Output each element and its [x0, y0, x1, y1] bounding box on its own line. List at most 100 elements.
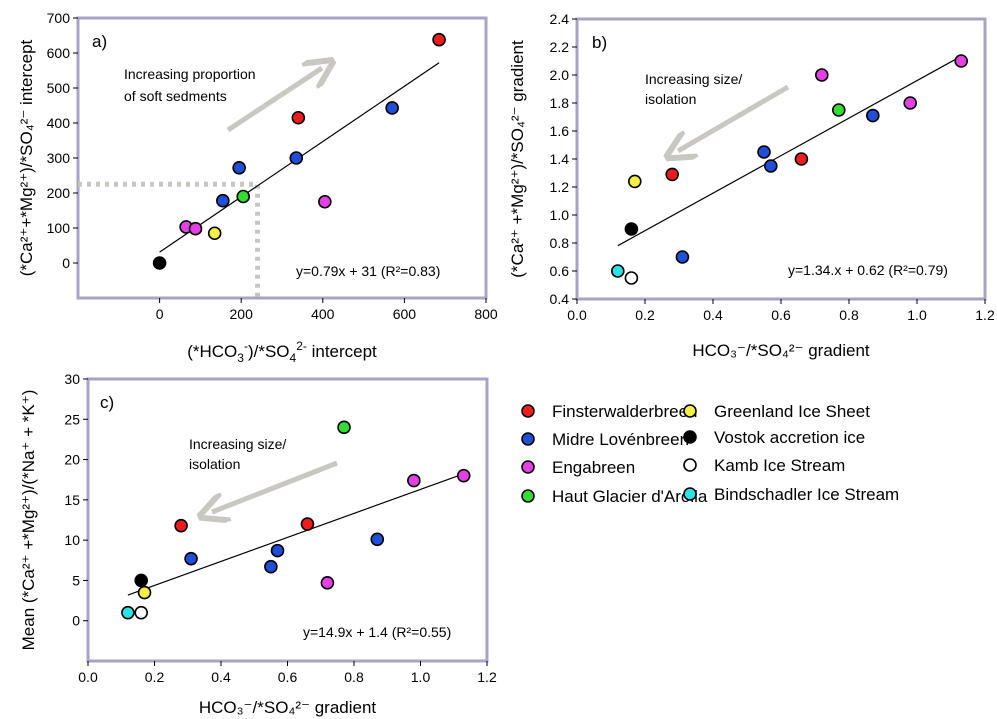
y-tick-label: 0	[62, 255, 70, 271]
data-point	[216, 193, 230, 208]
regression-equation: y=1.34.x + 0.62 (R²=0.79)	[788, 262, 948, 278]
x-tick-label: 400	[311, 306, 335, 322]
y-tick-label: 200	[47, 185, 71, 201]
x-tick-label: 0.4	[211, 669, 231, 685]
data-point	[370, 532, 385, 547]
data-point	[675, 250, 690, 264]
legend: Finsterwalderbreen Midre Lovénbreen Engabr…	[521, 402, 899, 506]
x-tick-label: 1.0	[411, 669, 431, 685]
x-tick-label: 600	[393, 306, 417, 322]
x-tick-label: 0.2	[635, 307, 655, 323]
x-tick-label: 0.4	[703, 307, 723, 323]
data-point	[763, 159, 778, 173]
data-point	[432, 32, 446, 47]
y-tick-label: 1.8	[550, 95, 570, 111]
annotation-text: Increasing size/	[645, 71, 742, 87]
data-point	[236, 189, 251, 204]
y-tick-label: 1.2	[550, 179, 570, 195]
legend-marker	[521, 404, 535, 418]
x-tick-label: 0.2	[145, 669, 165, 685]
legend-marker	[521, 432, 535, 446]
x-tick-label: 1.2	[975, 307, 995, 323]
data-point	[903, 96, 918, 110]
y-tick-label: 20	[64, 452, 80, 468]
data-point	[184, 551, 198, 566]
legend-label: Bindschadler Ice Stream	[714, 485, 899, 504]
data-point	[954, 54, 969, 68]
plot-frame	[86, 377, 489, 663]
y-tick-label: 25	[64, 411, 80, 427]
data-point	[174, 518, 188, 533]
x-tick-label: 0.8	[344, 669, 364, 685]
y-tick-label: 0.4	[550, 291, 570, 307]
y-tick-label: 2.0	[550, 67, 570, 83]
y-tick-label: 1.0	[550, 207, 570, 223]
panel-b-chart: 0.0 0.2 0.4 0.6 0.8 1.0 1.2 0.4 0.6 0.8 1.0 1.2 1.4 1…	[508, 11, 995, 360]
data-point	[121, 605, 135, 620]
data-point	[300, 517, 315, 531]
panel-label: b)	[592, 33, 607, 52]
legend-marker	[683, 430, 697, 444]
data-point	[337, 420, 351, 435]
data-point	[794, 152, 809, 166]
x-axis-label: HCO₃⁻/*SO₄²⁻ gradient	[199, 698, 377, 717]
x-tick-label: 1.0	[907, 307, 927, 323]
data-point	[385, 101, 399, 115]
y-tick-label: 100	[47, 220, 71, 236]
trend-arrow	[678, 84, 790, 151]
trend-arrow	[212, 460, 338, 512]
y-tick-label: 300	[47, 150, 71, 166]
trend-line	[127, 473, 464, 596]
y-tick-label: 0	[72, 613, 80, 629]
y-tick-label: 2.2	[550, 39, 570, 55]
legend-label: Finsterwalderbreen	[552, 402, 698, 421]
x-tick-label: 1.2	[477, 669, 497, 685]
legend-label: Engabreen	[552, 458, 635, 477]
panel-c-chart: 0.0 0.2 0.4 0.6 0.8 1.0 1.2 0 5 10 15 20 25 30 Increas…	[19, 371, 497, 717]
legend-label: Kamb Ice Stream	[714, 456, 845, 475]
x-axis-label: (*HCO3-)/*SO42- intercept	[187, 339, 377, 365]
annotation-text: isolation	[189, 456, 240, 472]
data-point	[407, 473, 421, 488]
legend-marker	[521, 489, 535, 503]
plot-frame	[575, 17, 987, 301]
regression-equation: y=14.9x + 1.4 (R²=0.55)	[303, 624, 451, 640]
x-axis-label: HCO₃⁻/*SO₄²⁻ gradient	[692, 341, 870, 360]
y-tick-label: 10	[64, 532, 80, 548]
y-axis-label: Mean (*Ca²⁺ +*Mg²⁺)/(*Na⁺ + *K⁺)	[19, 390, 38, 651]
x-tick-label: 200	[230, 306, 254, 322]
legend-marker	[683, 487, 697, 501]
panel-label: c)	[100, 393, 114, 412]
x-tick-label: 0.6	[771, 307, 791, 323]
y-axis-label: (*Ca²⁺ +*Mg²⁺)/*SO₄²⁻ gradient	[508, 40, 527, 278]
annotation-text: Increasing proportion	[124, 66, 256, 82]
data-point	[456, 468, 471, 483]
legend-marker	[521, 460, 535, 474]
reference-guide	[78, 181, 261, 298]
y-axis-label: (*Ca²⁺+*Mg²⁺)/*SO₄²⁻ intercept	[17, 39, 36, 276]
x-tick-label: 0.0	[567, 307, 587, 323]
data-point	[865, 108, 880, 123]
data-point	[320, 576, 335, 590]
x-tick-label: 0.0	[78, 669, 98, 685]
y-tick-label: 700	[47, 10, 71, 26]
data-point	[207, 226, 222, 241]
panel-a-chart: 0 200 400 600 800 0 100 200 300 400 500 600 700 Incre…	[17, 10, 498, 365]
data-point	[134, 573, 148, 588]
y-tick-label: 1.4	[550, 151, 570, 167]
data-point	[318, 194, 332, 209]
data-point	[757, 145, 771, 159]
data-point	[264, 559, 278, 574]
data-point	[814, 68, 829, 82]
y-tick-label: 15	[64, 492, 80, 508]
data-point	[232, 161, 246, 175]
data-point	[152, 256, 167, 270]
data-point	[291, 110, 306, 125]
annotation-text: Increasing size/	[189, 436, 286, 452]
y-tick-label: 1.6	[550, 123, 570, 139]
data-point	[624, 222, 639, 236]
plot-frame	[76, 16, 488, 300]
trend-line	[617, 55, 962, 247]
data-point	[137, 585, 152, 600]
data-point	[134, 605, 148, 620]
